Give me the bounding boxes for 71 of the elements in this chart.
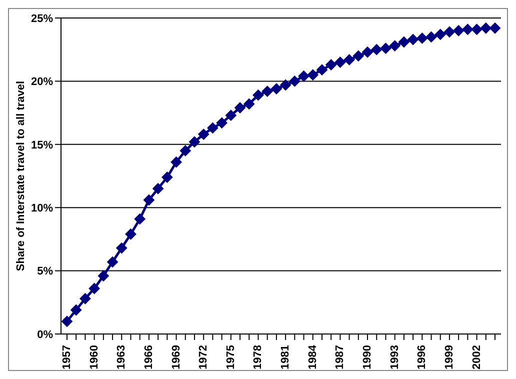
point — [98, 270, 109, 282]
point — [207, 122, 218, 134]
point — [389, 40, 400, 52]
y-tick-label: 10% — [30, 202, 54, 215]
x-tick-label: 1996 — [416, 345, 428, 370]
point — [307, 69, 318, 80]
y-tick-label: 0% — [37, 328, 54, 341]
x-tick-label: 1993 — [388, 345, 401, 370]
x-tick-label: 1966 — [142, 345, 155, 370]
point — [198, 128, 210, 140]
point — [244, 98, 255, 110]
point — [434, 28, 446, 40]
point — [170, 156, 182, 168]
point — [88, 282, 100, 294]
point — [408, 34, 419, 45]
point — [70, 304, 82, 316]
x-tick-label: 1969 — [170, 345, 182, 370]
x-tick-label: 2002 — [470, 345, 483, 370]
point — [480, 22, 492, 34]
x-tick-label: 1975 — [224, 345, 237, 370]
point — [426, 31, 437, 42]
point — [490, 22, 500, 34]
y-tick-label: 5% — [37, 266, 54, 278]
y-axis-title: Share of Interstate travel to all travel — [14, 80, 27, 272]
x-tick-label: 1960 — [88, 345, 100, 370]
point — [234, 102, 246, 114]
x-tick-label: 1957 — [61, 345, 73, 370]
point — [62, 316, 72, 327]
point — [216, 117, 228, 128]
y-tick-label: 20% — [30, 76, 54, 88]
point — [326, 59, 337, 70]
point — [143, 194, 154, 206]
point — [380, 42, 392, 54]
point — [188, 136, 200, 148]
point — [298, 70, 310, 82]
point — [152, 183, 164, 194]
point — [252, 90, 264, 101]
point — [352, 50, 364, 62]
point — [134, 213, 146, 224]
x-tick-label: 1990 — [362, 345, 374, 370]
point — [180, 145, 191, 156]
x-tick-label: 1963 — [116, 345, 128, 370]
x-tick-label: 1981 — [280, 345, 292, 370]
point — [453, 25, 464, 36]
point — [225, 110, 236, 121]
point — [262, 86, 273, 97]
point — [80, 293, 91, 304]
point — [398, 36, 410, 48]
y-tick-label: 15% — [30, 139, 54, 152]
point — [107, 256, 118, 268]
point — [116, 242, 128, 254]
x-tick-label: 1999 — [443, 345, 456, 370]
point — [280, 79, 292, 90]
point — [162, 172, 173, 183]
point — [416, 32, 428, 44]
point — [444, 26, 455, 38]
x-tick-label: 1984 — [306, 344, 319, 370]
point — [371, 44, 382, 56]
x-tick-label: 1972 — [198, 345, 210, 370]
point — [334, 56, 346, 68]
y-tick-label: 25% — [30, 12, 54, 25]
point — [270, 83, 282, 94]
point — [316, 64, 328, 76]
point — [289, 76, 300, 87]
x-tick-label: 1987 — [334, 345, 346, 370]
point — [362, 46, 374, 58]
point — [344, 54, 355, 66]
point — [471, 24, 482, 35]
x-tick-label: 1978 — [252, 345, 264, 370]
point — [125, 228, 136, 240]
point — [462, 24, 474, 35]
